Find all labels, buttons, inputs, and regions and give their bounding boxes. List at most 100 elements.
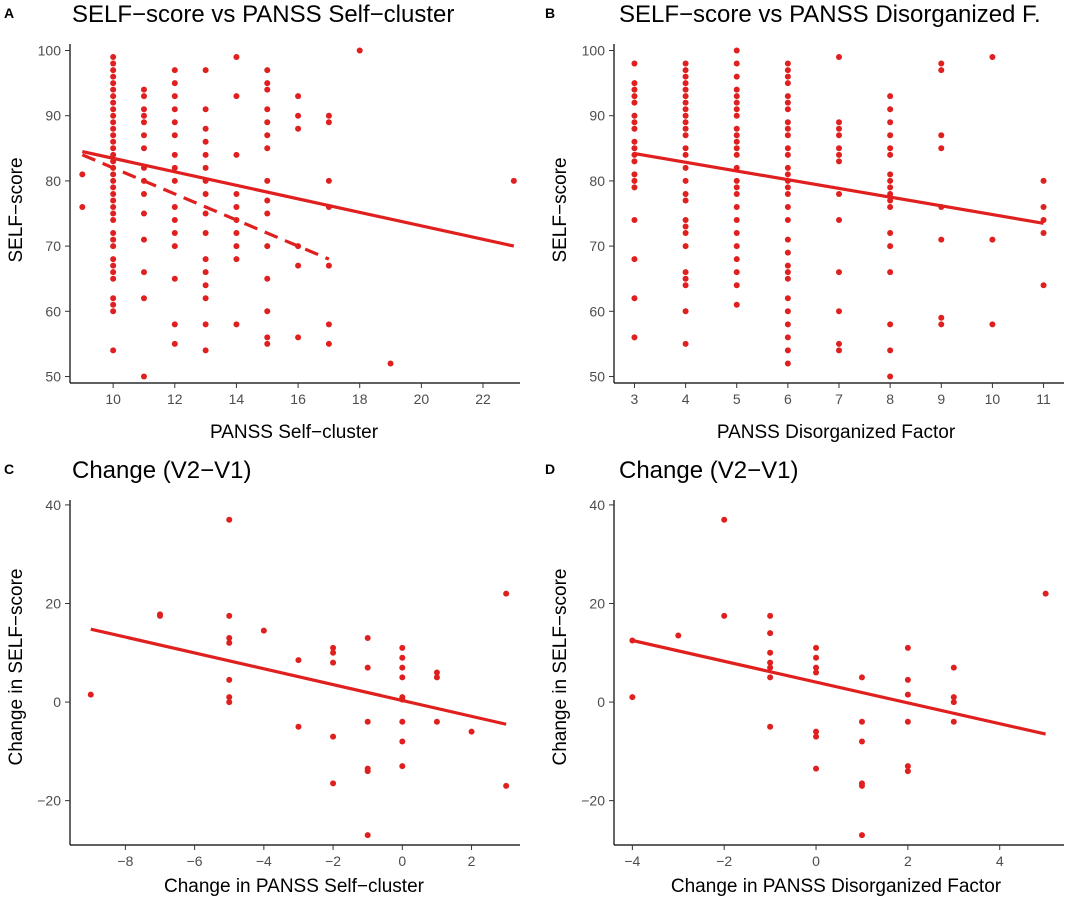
data-point xyxy=(682,223,689,230)
data-point xyxy=(836,119,842,126)
data-point xyxy=(202,282,209,289)
data-point xyxy=(631,158,638,165)
data-point xyxy=(631,60,638,67)
panel-letter: B xyxy=(545,5,555,21)
data-point xyxy=(887,177,894,184)
data-point xyxy=(140,210,147,217)
data-point xyxy=(264,119,271,126)
data-point xyxy=(140,86,147,93)
data-point xyxy=(733,86,740,93)
x-tick-label: 8 xyxy=(886,391,894,407)
data-point xyxy=(767,659,774,666)
data-point xyxy=(226,612,233,619)
x-tick-label: 2 xyxy=(904,853,912,869)
data-point xyxy=(836,151,842,158)
data-point xyxy=(110,106,117,113)
data-point xyxy=(682,145,689,152)
y-tick-label: 0 xyxy=(597,694,605,710)
data-point xyxy=(264,275,271,282)
data-point xyxy=(858,832,865,839)
data-point xyxy=(784,295,791,302)
data-point xyxy=(904,676,911,683)
data-point xyxy=(631,184,638,191)
panel-a: A SELF−score vs PANSS Self−cluster PANSS… xyxy=(4,1,520,443)
y-axis-label: SELF−score xyxy=(6,157,27,262)
data-point xyxy=(989,236,996,243)
x-tick-label: −8 xyxy=(117,853,133,869)
x-tick-label: 3 xyxy=(631,391,639,407)
data-point xyxy=(887,243,894,250)
y-axis-label: Change in SELF−score xyxy=(6,569,27,766)
data-point xyxy=(233,203,240,210)
data-point xyxy=(682,93,689,100)
data-point xyxy=(264,334,271,341)
data-point xyxy=(887,119,894,126)
data-point xyxy=(631,86,638,93)
data-point xyxy=(140,373,147,380)
x-tick-label: −4 xyxy=(624,853,640,869)
data-point xyxy=(733,112,740,119)
x-tick-label: 6 xyxy=(784,391,792,407)
x-tick-label: 9 xyxy=(937,391,945,407)
panel-title: SELF−score vs PANSS Self−cluster xyxy=(72,1,454,28)
data-point xyxy=(682,80,689,87)
data-point xyxy=(682,99,689,106)
data-point xyxy=(325,177,332,184)
data-point xyxy=(813,669,820,676)
data-point xyxy=(140,269,147,276)
data-point xyxy=(784,360,791,367)
data-point xyxy=(813,765,820,772)
data-point xyxy=(813,654,820,661)
data-point xyxy=(295,262,302,269)
x-tick-label: 22 xyxy=(475,391,491,407)
data-point xyxy=(733,106,740,113)
data-point xyxy=(904,644,911,651)
data-point xyxy=(264,145,271,152)
data-point xyxy=(813,644,820,651)
data-point xyxy=(110,301,117,308)
data-point xyxy=(682,282,689,289)
data-point xyxy=(110,269,117,276)
data-point xyxy=(364,718,371,725)
data-point xyxy=(110,125,117,132)
data-point xyxy=(784,60,791,67)
x-axis-label: Change in PANSS Self−cluster xyxy=(164,876,425,897)
data-point xyxy=(813,664,820,671)
data-point xyxy=(887,171,894,178)
data-point xyxy=(631,112,638,119)
data-point xyxy=(387,360,394,367)
data-point xyxy=(836,125,842,132)
data-point xyxy=(950,694,957,701)
data-point xyxy=(330,649,337,656)
x-tick-label: −6 xyxy=(187,853,203,869)
y-tick-label: 100 xyxy=(38,43,62,59)
fit-line xyxy=(81,150,515,248)
data-point xyxy=(264,197,271,204)
data-point xyxy=(950,664,957,671)
data-point xyxy=(399,718,406,725)
y-tick-label: 60 xyxy=(45,303,61,319)
data-point xyxy=(887,184,894,191)
data-point xyxy=(784,190,791,197)
data-point xyxy=(631,80,638,87)
y-tick-label: 70 xyxy=(589,238,605,254)
x-tick-label: 5 xyxy=(733,391,741,407)
data-point xyxy=(295,334,302,341)
x-tick-label: 0 xyxy=(812,853,820,869)
panel-c: C Change (V2−V1) Change in PANSS Self−cl… xyxy=(4,457,520,897)
x-tick-label: 14 xyxy=(229,391,245,407)
data-point xyxy=(226,635,233,641)
data-point xyxy=(887,145,894,152)
data-point xyxy=(110,132,117,139)
data-point xyxy=(1040,282,1047,289)
x-tick-label: 10 xyxy=(985,391,1001,407)
data-point xyxy=(784,73,791,80)
panel-d: D Change (V2−V1) Change in PANSS Disorga… xyxy=(545,457,1064,897)
data-point xyxy=(858,718,865,725)
data-point xyxy=(721,516,728,523)
data-point xyxy=(784,171,791,178)
data-point xyxy=(233,256,240,263)
data-point xyxy=(784,99,791,106)
x-tick-label: −2 xyxy=(716,853,732,869)
data-point xyxy=(631,171,638,178)
